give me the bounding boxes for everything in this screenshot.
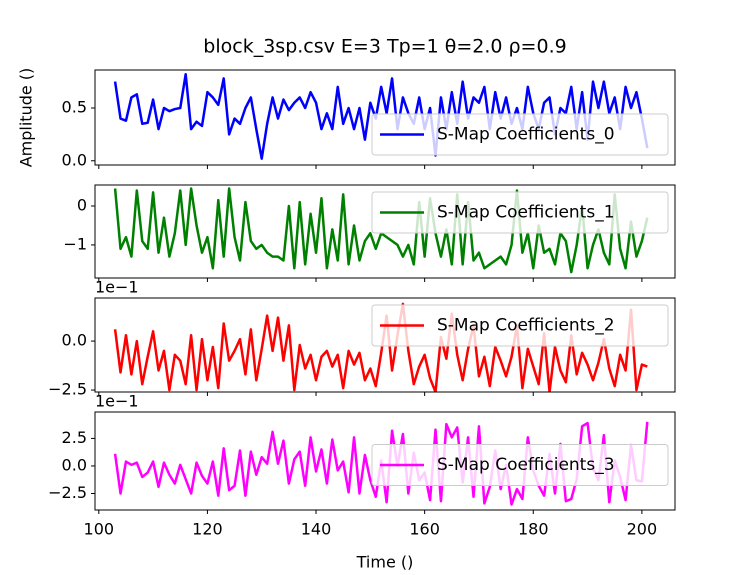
axes-frame [94, 69, 676, 166]
x-tick-label: 100 [84, 520, 115, 539]
y-tick-label: −2.5 [48, 483, 87, 502]
legend: S-Map Coefficients_0 [371, 113, 669, 156]
axes-frame [94, 297, 676, 393]
legend: S-Map Coefficients_1 [371, 191, 669, 234]
subplot: 1e−1 −2.5 0.0 S-Map Coefficients_2 [48, 278, 676, 399]
chart-title: block_3sp.csv E=3 Tp=1 θ=2.0 ρ=0.9 [203, 36, 566, 58]
y-tick-label: 0.5 [62, 98, 87, 117]
legend-label: S-Map Coefficients_2 [437, 316, 615, 336]
x-tick-label: 180 [518, 520, 549, 539]
legend-box [371, 191, 669, 234]
subplot: Time () 1e−1 −2.5 0.0 2.5 100 120 140 160 180 200 S… [48, 392, 676, 572]
legend-box [371, 113, 669, 156]
subplot: −1 0 S-Map Coefficients_1 [63, 184, 676, 282]
x-tick-label: 200 [627, 520, 658, 539]
y-tick-label: −1 [63, 234, 87, 253]
axes-frame [94, 184, 676, 279]
offset-text: 1e−1 [95, 392, 139, 411]
y-tick-label: 0.0 [62, 331, 87, 350]
y-tick-label: 0.0 [62, 455, 87, 474]
x-tick-label: 140 [301, 520, 332, 539]
y-tick-label: −2.5 [48, 380, 87, 399]
axes-frame [94, 411, 676, 511]
data-line [113, 302, 648, 392]
x-axis-label: Time () [356, 553, 414, 572]
offset-text: 1e−1 [95, 278, 139, 297]
y-tick-label: 2.5 [62, 428, 87, 447]
legend: S-Map Coefficients_3 [371, 444, 669, 486]
legend-label: S-Map Coefficients_3 [437, 455, 615, 475]
subplot: block_3sp.csv E=3 Tp=1 θ=2.0 ρ=0.9 Amplit… [17, 36, 676, 169]
y-axis-label: Amplitude () [17, 68, 36, 168]
legend-label: S-Map Coefficients_1 [437, 203, 615, 223]
y-tick-label: 0.0 [62, 150, 87, 169]
x-tick-label: 160 [409, 520, 440, 539]
legend-box [371, 444, 669, 486]
legend-label: S-Map Coefficients_0 [437, 125, 615, 145]
x-tick-label: 120 [192, 520, 223, 539]
legend: S-Map Coefficients_2 [371, 304, 669, 347]
y-tick-label: 0 [77, 196, 87, 215]
legend-box [371, 304, 669, 347]
